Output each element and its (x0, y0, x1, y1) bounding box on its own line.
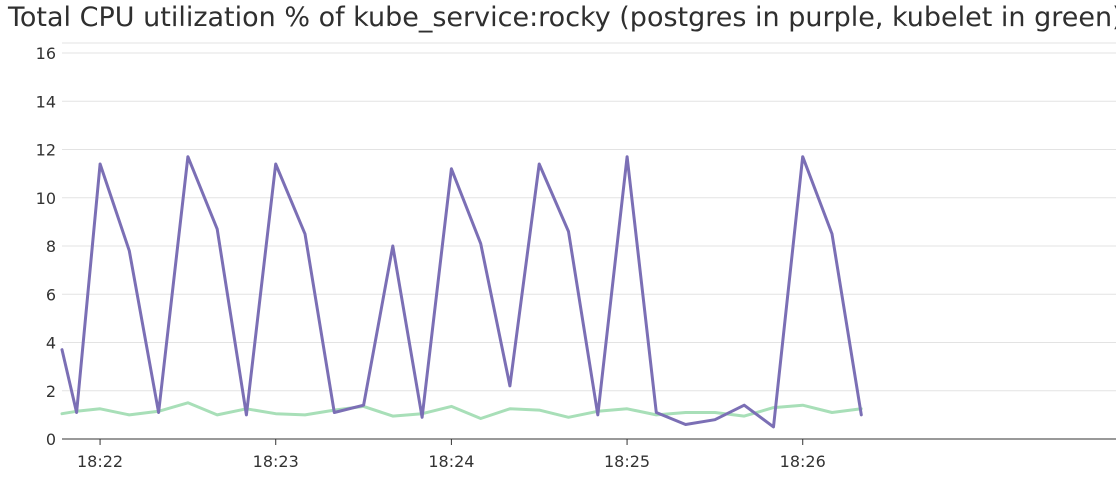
x-tick-label: 18:22 (77, 452, 123, 471)
y-tick-label: 10 (36, 189, 56, 208)
y-tick-label: 12 (36, 141, 56, 160)
chart-title: Total CPU utilization % of kube_service:… (8, 2, 1116, 33)
x-tick-label: 18:24 (428, 452, 474, 471)
x-tick-label: 18:26 (780, 452, 826, 471)
x-axis: 18:22 18:23 18:24 18:25 18:26 (62, 438, 1116, 471)
y-tick-label: 4 (46, 334, 56, 353)
y-tick-label: 6 (46, 285, 56, 304)
x-tick-label: 18:23 (253, 452, 299, 471)
y-tick-label: 8 (46, 237, 56, 256)
series-layer (60, 155, 863, 429)
y-tick-label: 14 (36, 92, 56, 111)
series-line (60, 155, 863, 429)
y-tick-label: 16 (36, 44, 56, 63)
y-tick-label: 2 (46, 382, 56, 401)
y-tick-label: 0 (46, 430, 56, 449)
grid-lines (62, 52, 1116, 392)
y-axis: 0 2 4 6 8 10 12 14 16 (36, 44, 56, 449)
x-tick-label: 18:25 (604, 452, 650, 471)
